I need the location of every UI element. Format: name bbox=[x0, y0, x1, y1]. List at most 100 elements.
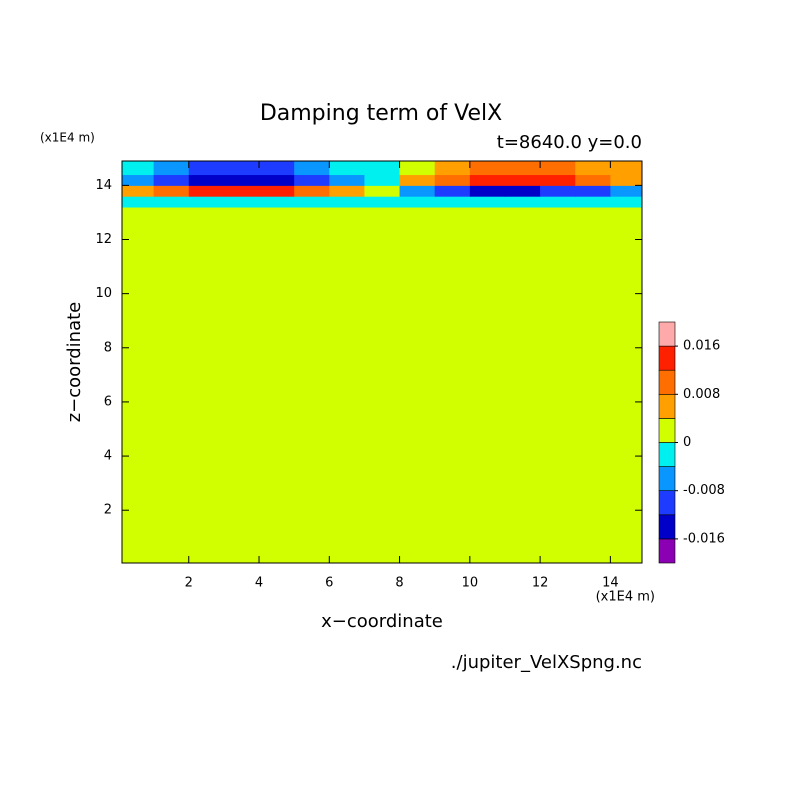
contour-cell bbox=[364, 185, 401, 197]
y-tick-label: 12 bbox=[95, 232, 112, 247]
contour-cell bbox=[575, 161, 611, 176]
x-tick-label: 10 bbox=[462, 576, 479, 591]
contour-cell bbox=[610, 174, 643, 186]
x-tick-label: 12 bbox=[532, 576, 549, 591]
y-axis-label: z−coordinate bbox=[64, 302, 85, 423]
contour-cell bbox=[122, 185, 155, 197]
contour-cell bbox=[399, 196, 436, 208]
y-tick-label: 14 bbox=[95, 178, 112, 193]
contour-cell bbox=[188, 174, 225, 186]
contour-cell bbox=[122, 196, 155, 208]
contour-cell bbox=[153, 207, 190, 564]
contour-cell bbox=[364, 196, 401, 208]
x-tick-label: 2 bbox=[185, 576, 193, 591]
contour-cell bbox=[469, 185, 506, 197]
y-tick-label: 2 bbox=[104, 503, 112, 518]
contour-cell bbox=[153, 161, 190, 176]
colorbar-segment bbox=[658, 490, 676, 516]
contour-cell bbox=[610, 207, 643, 564]
colorbar-segment bbox=[658, 369, 676, 395]
contour-cell bbox=[540, 185, 576, 197]
contour-cell bbox=[223, 161, 260, 176]
contour-cell bbox=[259, 207, 295, 564]
contour-cell bbox=[259, 196, 295, 208]
x-unit: (x1E4 m) bbox=[596, 590, 655, 605]
contour-cell bbox=[329, 196, 365, 208]
contour-cell bbox=[399, 185, 436, 197]
colorbar-tick-label: 0.016 bbox=[683, 339, 720, 354]
contour-cell bbox=[540, 207, 576, 564]
contour-cell bbox=[122, 174, 155, 186]
colorbar-segment bbox=[658, 321, 676, 347]
colorbar-segment bbox=[658, 418, 676, 443]
contour-cell bbox=[504, 185, 541, 197]
contour-cell bbox=[153, 196, 190, 208]
x-tick-label: 6 bbox=[325, 576, 333, 591]
contour-cell bbox=[188, 161, 225, 176]
contour-cell bbox=[575, 174, 611, 186]
contour-cell bbox=[540, 196, 576, 208]
y-tick-label: 8 bbox=[104, 340, 112, 355]
contour-cell bbox=[188, 185, 225, 197]
contour-cell bbox=[575, 185, 611, 197]
contour-cell bbox=[469, 161, 506, 176]
contour-cell bbox=[399, 161, 436, 176]
chart-subtitle: t=8640.0 y=0.0 bbox=[497, 132, 642, 153]
contour-cell bbox=[259, 161, 295, 176]
contour-cell bbox=[153, 185, 190, 197]
contour-cell bbox=[469, 196, 506, 208]
contour-cell bbox=[223, 207, 260, 564]
contour-cell bbox=[469, 174, 506, 186]
contour-cell bbox=[399, 174, 436, 186]
contour-cell bbox=[504, 161, 541, 176]
contour-cell bbox=[122, 161, 155, 176]
colorbar-segment bbox=[658, 538, 676, 564]
contour-cell bbox=[329, 207, 365, 564]
colorbar-segment bbox=[658, 442, 676, 467]
contour-cell bbox=[294, 161, 330, 176]
contour-cell bbox=[153, 174, 190, 186]
contour-cell bbox=[504, 174, 541, 186]
colorbar-segment bbox=[658, 393, 676, 419]
contour-cell bbox=[259, 185, 295, 197]
contour-cell bbox=[399, 207, 436, 564]
contour-cell bbox=[294, 207, 330, 564]
contour-cell bbox=[294, 185, 330, 197]
contour-cell bbox=[610, 196, 643, 208]
plot-frame bbox=[121, 160, 643, 564]
y-unit: (x1E4 m) bbox=[40, 131, 95, 145]
contour-cell bbox=[188, 207, 225, 564]
contour-cell bbox=[434, 196, 471, 208]
contour-cell bbox=[504, 207, 541, 564]
contour-cell bbox=[329, 161, 365, 176]
colorbar-segment bbox=[658, 345, 676, 371]
contour-cell bbox=[188, 196, 225, 208]
chart-title: Damping term of VelX bbox=[260, 101, 502, 126]
y-tick-label: 6 bbox=[104, 394, 112, 409]
y-tick-label: 10 bbox=[95, 286, 112, 301]
contour-cell bbox=[259, 174, 295, 186]
contour-cell bbox=[294, 196, 330, 208]
contour-cell bbox=[223, 174, 260, 186]
colorbar-segment bbox=[658, 514, 676, 540]
contour-cell bbox=[610, 161, 643, 176]
y-tick-label: 4 bbox=[104, 449, 112, 464]
contour-cell bbox=[610, 185, 643, 197]
contour-cell bbox=[434, 161, 471, 176]
contour-cell bbox=[329, 185, 365, 197]
contour-cell bbox=[434, 185, 471, 197]
colorbar-segment bbox=[658, 466, 676, 492]
x-tick-label: 14 bbox=[602, 576, 619, 591]
colorbar-tick-label: 0.008 bbox=[683, 387, 720, 402]
contour-cell bbox=[364, 174, 401, 186]
contour-cell bbox=[122, 207, 155, 564]
contour-cell bbox=[434, 207, 471, 564]
source-label: ./jupiter_VelXSpng.nc bbox=[451, 652, 642, 673]
contour-cell bbox=[294, 174, 330, 186]
contour-cell bbox=[434, 174, 471, 186]
contour-cell bbox=[575, 196, 611, 208]
colorbar-tick-label: 0 bbox=[683, 435, 691, 450]
contour-cell bbox=[364, 207, 401, 564]
